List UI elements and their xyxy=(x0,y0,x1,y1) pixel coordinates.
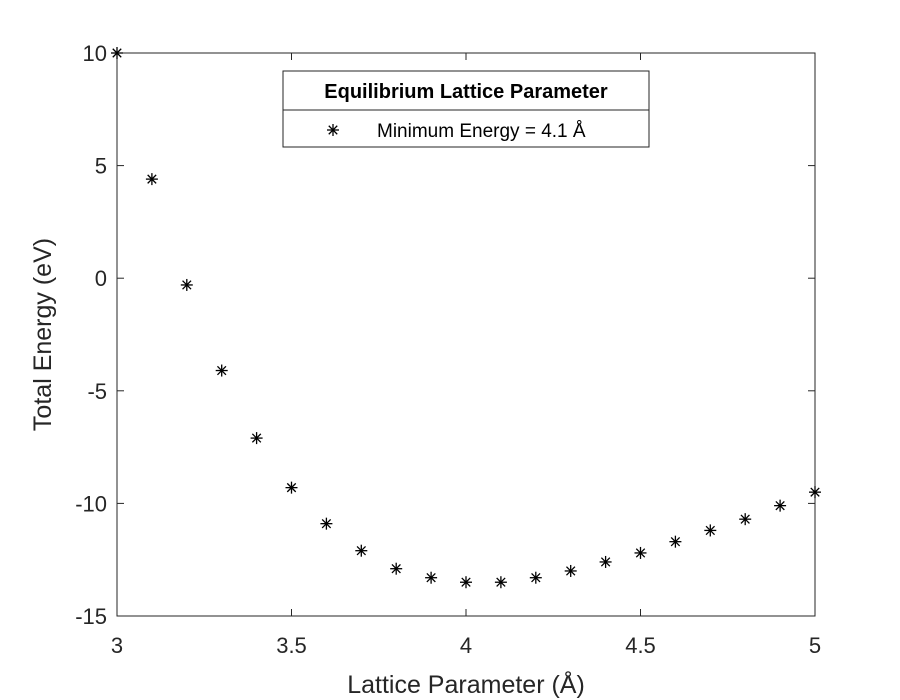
legend-marker-icon xyxy=(327,124,339,136)
x-axis-label: Lattice Parameter (Å) xyxy=(347,669,585,699)
data-point xyxy=(809,486,821,499)
ticks: 3 3.5 4 4.5 5 -15 -10 -5 0 5 10 xyxy=(75,41,821,658)
y-axis-label: Total Energy (eV) xyxy=(29,238,57,431)
data-point xyxy=(704,524,717,537)
y-tick-label: 10 xyxy=(83,41,107,66)
data-point xyxy=(180,278,193,291)
legend: Equilibrium Lattice Parameter Minimum En… xyxy=(282,70,650,148)
data-point xyxy=(599,555,612,568)
data-point xyxy=(111,47,123,59)
x-tick-label: 3.5 xyxy=(276,633,307,658)
data-point xyxy=(669,535,682,548)
data-point xyxy=(145,173,158,186)
y-tick-label: -15 xyxy=(75,604,107,629)
y-tick-label: 5 xyxy=(95,154,107,179)
data-point xyxy=(529,571,542,584)
data-point xyxy=(774,499,787,512)
data-point xyxy=(634,546,647,559)
legend-entry-label: Minimum Energy = 4.1 Å xyxy=(377,121,586,142)
data-point xyxy=(320,517,333,530)
x-tick-label: 5 xyxy=(809,633,821,658)
x-tick-label: 3 xyxy=(111,633,123,658)
legend-box xyxy=(282,70,650,148)
data-point xyxy=(564,564,577,577)
x-tick-label: 4.5 xyxy=(625,633,656,658)
data-point xyxy=(739,513,752,526)
y-tick-label: 0 xyxy=(95,266,107,291)
y-tick-label: -10 xyxy=(75,491,107,516)
data-points xyxy=(111,47,821,589)
data-point xyxy=(390,562,403,575)
data-point xyxy=(215,364,228,377)
data-point xyxy=(494,576,507,589)
data-point xyxy=(460,576,472,589)
data-point xyxy=(250,432,263,445)
data-point xyxy=(285,481,298,494)
data-point xyxy=(355,544,368,557)
x-tick-label: 4 xyxy=(460,633,472,658)
y-tick-label: -5 xyxy=(87,379,107,404)
legend-marker-shape xyxy=(327,124,339,136)
legend-title: Equilibrium Lattice Parameter xyxy=(324,81,608,103)
data-point xyxy=(425,571,438,584)
